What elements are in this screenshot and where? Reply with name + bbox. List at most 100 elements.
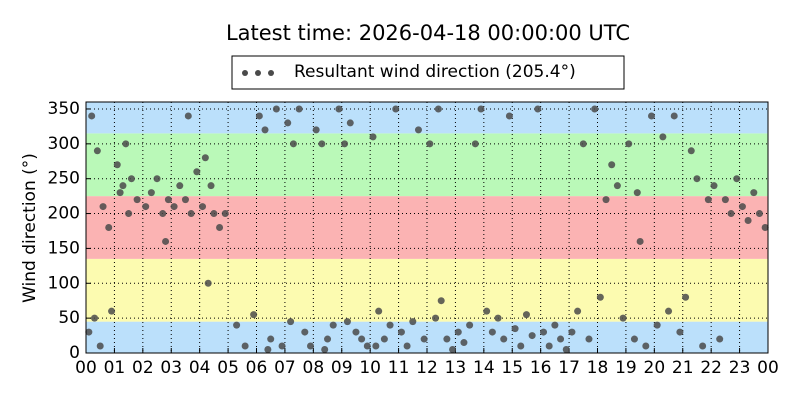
point: [119, 182, 127, 190]
point: [352, 328, 360, 336]
point: [272, 105, 280, 113]
y-tick-label: 350: [48, 99, 80, 119]
point: [579, 140, 587, 148]
point: [264, 346, 272, 354]
y-tick-label: 0: [69, 343, 80, 363]
legend-marker: [242, 70, 248, 76]
y-tick-label: 100: [48, 273, 80, 293]
x-tick-label: 20: [644, 358, 666, 378]
point: [699, 342, 707, 350]
x-tick-label: 14: [473, 358, 495, 378]
point: [522, 311, 530, 319]
point: [494, 314, 502, 322]
point: [329, 321, 337, 329]
point: [670, 112, 678, 120]
point: [153, 175, 161, 183]
point: [127, 175, 135, 183]
x-tick-label: 11: [388, 358, 410, 378]
point: [116, 189, 124, 197]
point: [93, 147, 101, 155]
point: [187, 210, 195, 218]
point: [176, 182, 184, 190]
point: [574, 307, 582, 315]
x-tick-label: 10: [359, 358, 381, 378]
point: [122, 140, 130, 148]
point: [443, 335, 451, 343]
point: [693, 175, 701, 183]
point: [545, 342, 553, 350]
x-tick-label: 05: [217, 358, 239, 378]
point: [358, 335, 366, 343]
point: [744, 217, 752, 225]
point: [380, 335, 388, 343]
legend-label: Resultant wind direction (205.4°): [294, 62, 576, 82]
point: [505, 112, 513, 120]
legend: [231, 55, 625, 90]
point: [562, 346, 570, 354]
point: [289, 140, 297, 148]
x-tick-label: 12: [416, 358, 438, 378]
point: [591, 105, 599, 113]
point: [420, 335, 428, 343]
point: [676, 328, 684, 336]
point: [386, 321, 394, 329]
point: [397, 328, 405, 336]
x-tick-label: 19: [615, 358, 637, 378]
point: [409, 318, 417, 326]
point: [267, 335, 275, 343]
point: [346, 119, 354, 127]
point: [91, 314, 99, 322]
point: [716, 335, 724, 343]
point: [306, 342, 314, 350]
point: [432, 314, 440, 322]
direction-band: [86, 196, 768, 259]
point: [511, 325, 519, 333]
x-tick-label: 16: [530, 358, 552, 378]
point: [602, 196, 610, 204]
point: [687, 147, 695, 155]
point: [534, 105, 542, 113]
point: [85, 328, 93, 336]
point: [233, 321, 241, 329]
point: [162, 237, 170, 245]
point: [392, 105, 400, 113]
legend-marker: [255, 70, 261, 76]
point: [665, 307, 673, 315]
point: [403, 342, 411, 350]
point: [466, 321, 474, 329]
point: [477, 105, 485, 113]
point: [647, 112, 655, 120]
y-tick-label: 150: [48, 238, 80, 258]
point: [454, 328, 462, 336]
point: [755, 210, 763, 218]
point: [199, 203, 207, 211]
point: [216, 224, 224, 231]
point: [434, 105, 442, 113]
point: [608, 161, 616, 169]
point: [261, 126, 269, 134]
point: [517, 342, 525, 350]
point: [201, 154, 209, 162]
point: [761, 224, 769, 231]
point: [414, 126, 422, 134]
x-tick-label: 06: [246, 358, 268, 378]
point: [250, 311, 258, 319]
point: [642, 342, 650, 350]
x-tick-label: 03: [160, 358, 182, 378]
plot-frame: [85, 101, 769, 354]
point: [636, 237, 644, 245]
x-tick-label: 07: [274, 358, 296, 378]
point: [551, 321, 559, 329]
point: [210, 210, 218, 218]
point: [125, 210, 133, 218]
x-tick-label: 04: [189, 358, 211, 378]
legend-marker: [268, 70, 274, 76]
x-tick-label: 22: [700, 358, 722, 378]
point: [460, 339, 468, 347]
point: [613, 182, 621, 190]
point: [96, 342, 104, 350]
point: [301, 328, 309, 336]
y-tick-label: 200: [48, 204, 80, 224]
x-tick-label: 09: [331, 358, 353, 378]
